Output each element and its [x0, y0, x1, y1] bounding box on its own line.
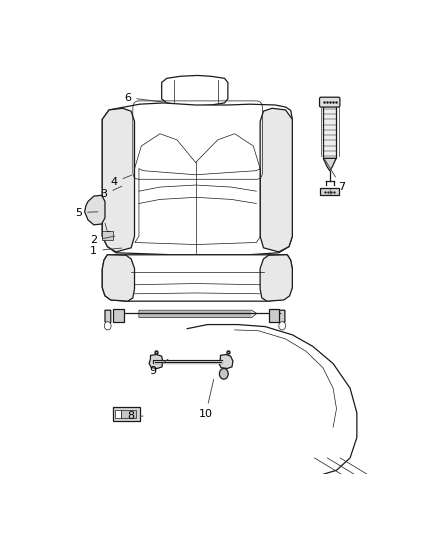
- Text: 9: 9: [150, 359, 168, 376]
- Polygon shape: [323, 158, 336, 171]
- FancyBboxPatch shape: [121, 410, 135, 418]
- FancyBboxPatch shape: [320, 97, 340, 107]
- Text: 6: 6: [124, 93, 167, 103]
- Polygon shape: [102, 255, 134, 301]
- FancyBboxPatch shape: [268, 309, 279, 322]
- Polygon shape: [162, 76, 228, 106]
- FancyBboxPatch shape: [113, 407, 140, 422]
- Polygon shape: [279, 310, 285, 324]
- Text: 10: 10: [199, 379, 214, 418]
- Polygon shape: [149, 354, 162, 368]
- Polygon shape: [260, 108, 293, 252]
- Text: 4: 4: [110, 175, 132, 187]
- Text: 3: 3: [100, 186, 122, 199]
- Text: 5: 5: [75, 207, 98, 217]
- Polygon shape: [85, 195, 105, 225]
- FancyBboxPatch shape: [115, 410, 120, 418]
- Polygon shape: [260, 255, 293, 301]
- Text: 8: 8: [127, 411, 143, 421]
- Polygon shape: [139, 310, 257, 318]
- FancyBboxPatch shape: [102, 231, 113, 240]
- Circle shape: [279, 322, 286, 330]
- Text: 1: 1: [90, 246, 122, 256]
- FancyBboxPatch shape: [320, 188, 339, 195]
- FancyBboxPatch shape: [113, 309, 124, 322]
- Text: 7: 7: [325, 159, 345, 192]
- Circle shape: [104, 322, 111, 330]
- Polygon shape: [102, 108, 134, 252]
- Circle shape: [219, 368, 228, 379]
- Polygon shape: [102, 103, 293, 255]
- Polygon shape: [102, 255, 293, 301]
- Text: 2: 2: [90, 236, 115, 245]
- Polygon shape: [105, 310, 111, 324]
- Bar: [323, 106, 336, 158]
- Polygon shape: [219, 354, 233, 368]
